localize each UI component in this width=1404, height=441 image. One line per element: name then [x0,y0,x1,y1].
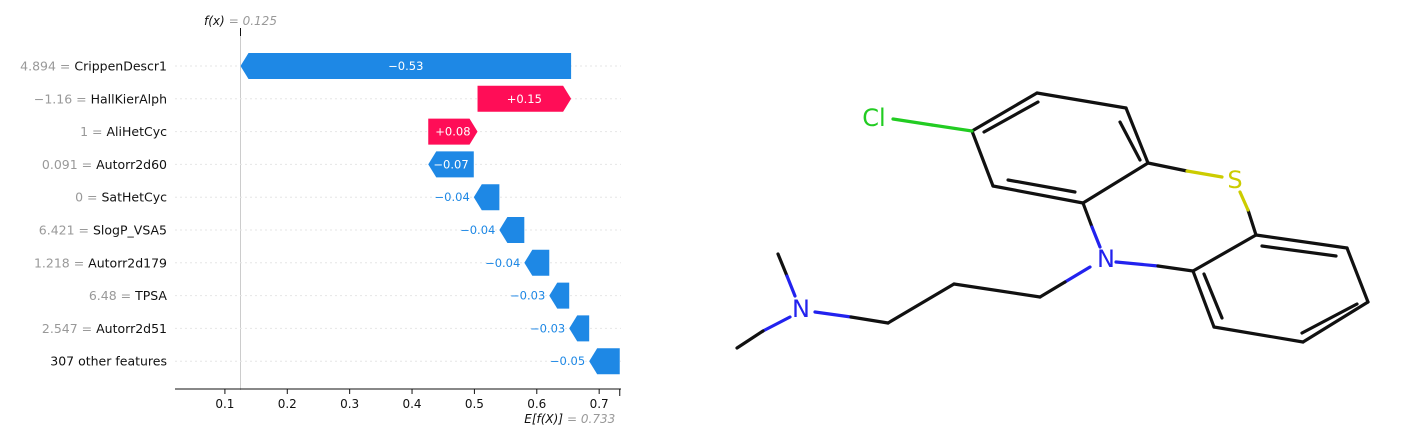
feature-value: 4.894 = [20,59,70,74]
negative-contribution-bar [549,282,570,309]
positive-contribution-bar [477,85,572,112]
x-tick-label: 0.5 [465,397,484,411]
chlorine-atom-label: Cl [862,104,885,132]
molecule-bonds [886,91,1370,344]
amine-nitrogen-atom-label: N [792,295,810,323]
feature-name: TPSA [134,288,167,303]
x-tick-label: 0.4 [402,397,421,411]
shap-waterfall-chart: f(x) = 0.125 CrippenDescr1 4.894 = −0.53 Hal… [20,14,621,426]
ex-label: E[f(X)] = 0.733 [524,412,615,426]
positive-contribution-bar [428,118,478,145]
feature-name: AliHetCyc [107,124,168,139]
contribution-label: +0.15 [507,92,542,106]
feature-name: Autorr2d51 [96,321,167,336]
feature-value: 6.48 = [89,288,131,303]
contribution-label: −0.53 [388,59,423,73]
x-tick-label: 0.3 [340,397,359,411]
feature-rows: CrippenDescr1 4.894 = −0.53 HallKierAlph −1.… [20,53,621,375]
feature-name: Autorr2d60 [96,157,167,172]
feature-row: SatHetCyc 0 = −0.04 [75,184,621,211]
feature-value: 1 = [80,124,102,139]
contribution-label: −0.03 [510,289,545,303]
feature-row: 307 other features −0.05 [50,348,621,375]
feature-name: HallKierAlph [91,91,167,106]
feature-row: Autorr2d60 0.091 = −0.07 [42,151,621,178]
feature-name: SatHetCyc [102,190,168,205]
x-tick-label: 0.1 [215,397,234,411]
fx-label: f(x) = 0.125 [204,14,277,28]
negative-contribution-bar [428,151,474,178]
feature-value: 1.218 = [34,255,84,270]
feature-value: 0 = [75,190,97,205]
contribution-label: +0.08 [435,125,470,139]
x-tick-label: 0.6 [527,397,546,411]
contribution-label: −0.04 [435,190,470,204]
feature-name: 307 other features [50,354,167,369]
feature-name: SlogP_VSA5 [93,223,167,238]
feature-row: SlogP_VSA5 6.421 = −0.04 [39,217,621,243]
ring-nitrogen-atom-label: N [1097,245,1115,273]
negative-contribution-bar [499,217,525,243]
contribution-label: −0.03 [530,321,565,335]
contribution-label: −0.07 [433,157,468,171]
contribution-label: −0.04 [460,223,495,237]
feature-value: −1.16 = [34,91,87,106]
feature-name: CrippenDescr1 [74,59,167,74]
negative-contribution-bar [240,53,572,79]
feature-value: 0.091 = [42,157,92,172]
contribution-label: −0.04 [485,256,520,270]
feature-row: Autorr2d51 2.547 = −0.03 [42,315,621,342]
negative-contribution-bar [473,184,500,211]
feature-row: AliHetCyc 1 = +0.08 [80,118,621,145]
contribution-label: −0.05 [550,354,585,368]
feature-row: Autorr2d179 1.218 = −0.04 [34,249,621,276]
negative-contribution-bar [524,249,550,276]
sulfur-atom-label: S [1227,166,1242,194]
negative-contribution-bar [589,348,620,375]
heteroatom-bonds [735,117,1250,350]
x-axis-ticks: 0.1 0.2 0.3 0.4 0.5 0.6 0.7 [215,389,609,411]
feature-row: HallKierAlph −1.16 = +0.15 [34,85,621,112]
negative-contribution-bar [569,315,590,342]
feature-name: Autorr2d179 [88,255,167,270]
feature-value: 6.421 = [39,223,89,238]
x-tick-label: 0.2 [278,397,297,411]
x-tick-label: 0.7 [590,397,609,411]
feature-value: 2.547 = [42,321,92,336]
feature-row: CrippenDescr1 4.894 = −0.53 [20,53,621,79]
